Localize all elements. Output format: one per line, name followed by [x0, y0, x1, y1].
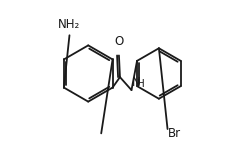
Text: O: O	[114, 35, 123, 48]
Text: N: N	[132, 76, 141, 89]
Text: H: H	[136, 79, 144, 89]
Text: Br: Br	[168, 127, 181, 140]
Text: NH₂: NH₂	[58, 18, 80, 31]
